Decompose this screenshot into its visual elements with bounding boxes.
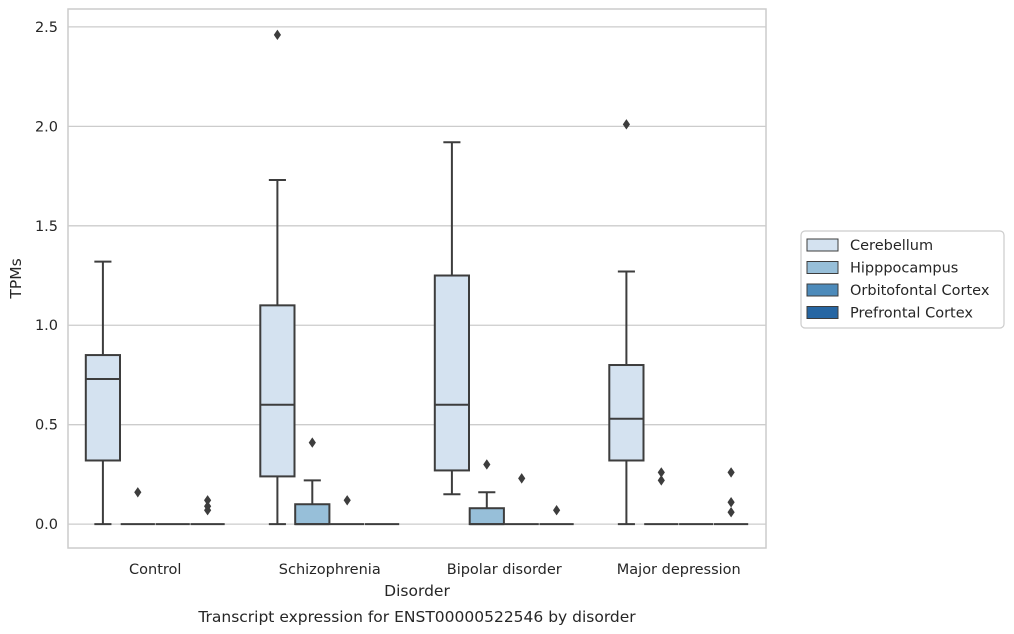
outlier-point bbox=[727, 506, 735, 518]
y-axis-title: TPMs bbox=[7, 258, 25, 299]
outlier-point bbox=[483, 459, 491, 470]
outlier-point bbox=[134, 487, 142, 498]
plot-frame bbox=[67, 8, 767, 549]
x-tick-label: Major depression bbox=[617, 562, 741, 578]
legend-label: Orbitofontal Cortex bbox=[850, 283, 990, 299]
outlier-point bbox=[308, 437, 316, 448]
chart-title: Transcript expression for ENST0000052254… bbox=[197, 608, 636, 626]
box-3-3 bbox=[713, 467, 749, 526]
legend-frame bbox=[800, 230, 1005, 329]
box-3-1 bbox=[644, 467, 679, 526]
box-2-3 bbox=[539, 505, 574, 526]
box-body bbox=[608, 364, 645, 462]
legend-label: Prefrontal Cortex bbox=[850, 306, 973, 322]
legend-label: Hipppocampus bbox=[850, 261, 958, 277]
grid-layer bbox=[68, 26, 766, 525]
box-body bbox=[259, 304, 296, 478]
outlier-point bbox=[657, 467, 665, 478]
outlier-point bbox=[273, 29, 281, 41]
tick-layer: 0.0 0.5 1.0 1.5 2.0 2.5 Control Schizophrenia Bi… bbox=[35, 20, 741, 578]
y-tick-label: 2.0 bbox=[35, 119, 58, 135]
box-2-2 bbox=[504, 473, 539, 526]
legend-swatch bbox=[806, 306, 839, 319]
legend-swatch bbox=[806, 283, 839, 297]
legend: Cerebellum Hipppocampus Orbitofontal Corte… bbox=[800, 230, 1005, 329]
box-2-0 bbox=[433, 141, 471, 496]
legend-label: Cerebellum bbox=[850, 238, 933, 254]
outlier-point bbox=[657, 475, 665, 486]
box-1-0 bbox=[259, 29, 296, 526]
outlier-point bbox=[727, 497, 735, 508]
box-1-2 bbox=[330, 495, 365, 526]
box-body bbox=[294, 503, 331, 526]
y-tick-label: 0.0 bbox=[35, 517, 58, 533]
box-3-0 bbox=[608, 119, 645, 526]
outlier-point bbox=[518, 473, 526, 484]
y-tick-label: 1.0 bbox=[35, 318, 58, 334]
box-0-3 bbox=[190, 495, 225, 526]
x-tick-label: Schizophrenia bbox=[279, 562, 381, 578]
outlier-point bbox=[727, 467, 735, 478]
x-tick-label: Control bbox=[129, 562, 181, 578]
outlier-point bbox=[343, 495, 351, 506]
y-tick-label: 0.5 bbox=[35, 418, 58, 434]
outlier-point bbox=[553, 505, 561, 516]
y-tick-label: 2.5 bbox=[35, 20, 58, 36]
box-0-0 bbox=[84, 260, 122, 526]
box-body bbox=[84, 354, 122, 462]
legend-swatch bbox=[806, 261, 839, 274]
box-body bbox=[433, 274, 471, 472]
x-tick-label: Bipolar disorder bbox=[447, 562, 562, 578]
legend-swatch bbox=[806, 238, 839, 252]
x-axis-title: Disorder bbox=[384, 582, 450, 600]
box-0-1 bbox=[120, 487, 155, 526]
y-tick-label: 1.5 bbox=[35, 219, 58, 235]
outlier-point bbox=[204, 495, 212, 506]
box-1-1 bbox=[294, 437, 331, 526]
box-layer bbox=[84, 29, 749, 526]
box-2-1 bbox=[468, 459, 505, 526]
outlier-point bbox=[622, 119, 630, 130]
box-body bbox=[468, 507, 505, 526]
outlier-point bbox=[204, 501, 212, 512]
